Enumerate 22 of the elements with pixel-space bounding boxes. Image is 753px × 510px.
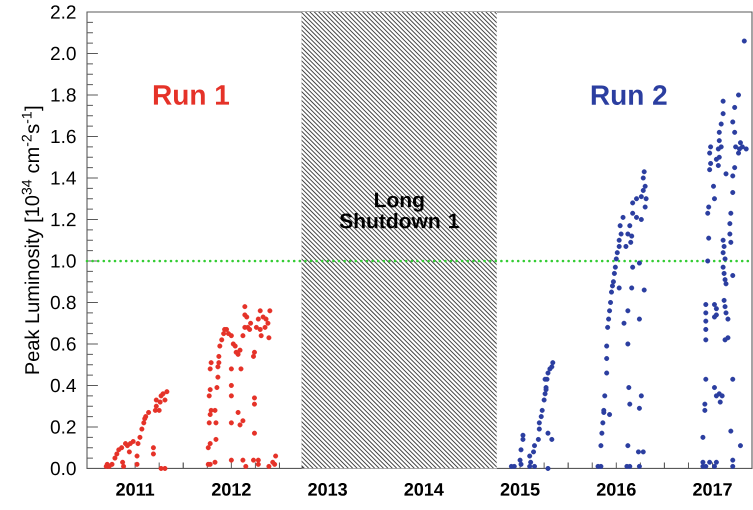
y-tick-label: 0.6 — [50, 337, 76, 351]
x-tick-label: 2017 — [693, 483, 732, 496]
y-tick-label: 1.2 — [52, 212, 76, 226]
x-tick-label: 2012 — [212, 483, 251, 496]
y-tick-label: 2.2 — [51, 5, 76, 19]
x-tick-label: 2013 — [308, 483, 347, 496]
x-tick-label: 2015 — [500, 483, 540, 496]
y-tick-label: 0.4 — [50, 378, 76, 392]
y-tick-label: 1.8 — [52, 88, 76, 102]
y-tick-label: 1.4 — [52, 171, 76, 185]
x-tick-label: 2016 — [596, 483, 636, 496]
x-tick-label: 2014 — [404, 483, 444, 496]
x-tick-label: 2011 — [116, 483, 154, 496]
y-tick-label: 2.0 — [51, 46, 76, 60]
y-tick-label: 0.2 — [50, 420, 76, 434]
y-tick-label: 1.6 — [52, 130, 76, 144]
y-tick-label: 0.0 — [50, 462, 76, 476]
y-axis-title: Peak Luminosity [10$^{34}$ cm$^{-2}$s$^{-1}$] — [22, 106, 44, 374]
y-tick-label: 1.0 — [52, 254, 76, 268]
y-tick-label: 0.8 — [50, 296, 76, 310]
series-label: Run 2 — [592, 85, 667, 105]
text: Run 1 — [154, 85, 230, 105]
